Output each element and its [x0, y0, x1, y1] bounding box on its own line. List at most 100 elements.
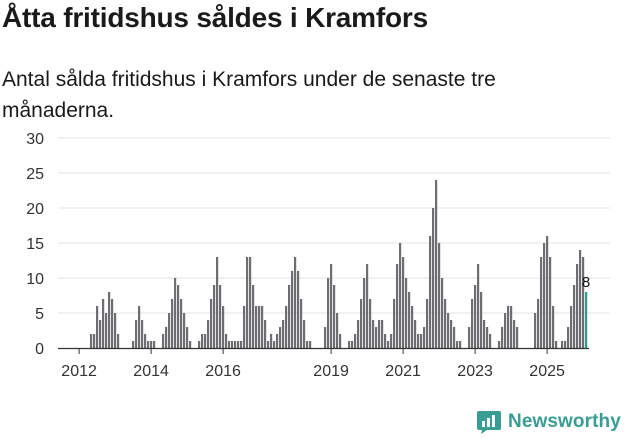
bar [513, 320, 516, 348]
bar [429, 236, 432, 348]
bar [93, 334, 96, 348]
bar [279, 327, 282, 348]
bar [234, 341, 237, 348]
bar [147, 341, 150, 348]
bar [375, 327, 378, 348]
bars [90, 180, 588, 348]
bar [489, 334, 492, 348]
bar [507, 306, 510, 348]
bar [186, 327, 189, 348]
bar [348, 341, 351, 348]
bar [90, 334, 93, 348]
bar [468, 327, 471, 348]
bar [102, 299, 105, 348]
bar [105, 313, 108, 348]
bar [153, 341, 156, 348]
bar [579, 250, 582, 348]
bar [117, 334, 120, 348]
bar [393, 299, 396, 348]
bar [294, 257, 297, 348]
y-tick-label: 10 [26, 271, 44, 288]
bar [576, 264, 579, 348]
y-tick-label: 30 [26, 131, 44, 148]
bar [486, 327, 489, 348]
y-axis-tick-labels: 0 5 10 15 20 25 30 [26, 131, 44, 358]
bar [297, 271, 300, 348]
bar [291, 271, 294, 348]
bar [180, 299, 183, 348]
bar [300, 299, 303, 348]
bar [411, 306, 414, 348]
gridlines [58, 137, 610, 314]
bar [498, 341, 501, 348]
bar [249, 257, 252, 348]
bar [447, 313, 450, 348]
bar [225, 334, 228, 348]
bar [306, 341, 309, 348]
y-tick-label: 20 [26, 201, 44, 218]
bar [537, 299, 540, 348]
brand-name: Newsworthy [508, 411, 621, 432]
bar [273, 341, 276, 348]
bar [240, 341, 243, 348]
bar [384, 334, 387, 348]
y-tick-label: 5 [35, 306, 44, 323]
x-tick-label: 2025 [529, 363, 565, 380]
bar [426, 299, 429, 348]
chart-subtitle: Antal sålda fritidshus i Kramfors under … [2, 68, 496, 122]
bar [471, 299, 474, 348]
bar [201, 334, 204, 348]
x-tick-label: 2023 [457, 363, 493, 380]
bar [207, 320, 210, 348]
bar [396, 264, 399, 348]
bar [183, 313, 186, 348]
bar-latest [585, 292, 588, 348]
bar [282, 320, 285, 348]
bar [483, 320, 486, 348]
bar [168, 313, 171, 348]
bar [264, 320, 267, 348]
x-tick-label: 2019 [313, 363, 349, 380]
bar [138, 306, 141, 348]
bar [237, 341, 240, 348]
bar [135, 320, 138, 348]
bar [255, 306, 258, 348]
bar [573, 285, 576, 348]
bar [252, 285, 255, 348]
bar [174, 278, 177, 348]
bar [516, 327, 519, 348]
bar [210, 299, 213, 348]
bar [246, 257, 249, 348]
newsworthy-logo[interactable]: Newsworthy [476, 409, 621, 435]
bar [417, 334, 420, 348]
bar [108, 292, 111, 348]
bar [198, 341, 201, 348]
bar [549, 257, 552, 348]
bar [387, 341, 390, 348]
bar [258, 306, 261, 348]
bar [285, 306, 288, 348]
bar [432, 208, 435, 348]
bar [303, 320, 306, 348]
bar [360, 299, 363, 348]
bar [222, 306, 225, 348]
bar [363, 278, 366, 348]
bar [420, 334, 423, 348]
bar [456, 341, 459, 348]
bar [309, 341, 312, 348]
bar [162, 334, 165, 348]
bar [366, 264, 369, 348]
bar [555, 341, 558, 348]
bar [270, 334, 273, 348]
bar [132, 341, 135, 348]
bar [561, 341, 564, 348]
bar [327, 278, 330, 348]
bar [351, 341, 354, 348]
x-axis-tick-labels: 2012 2014 2016 2019 2021 2023 2025 [61, 363, 565, 380]
bar [501, 327, 504, 348]
bar [372, 320, 375, 348]
bar [552, 306, 555, 348]
bar [543, 243, 546, 348]
bar [378, 320, 381, 348]
y-tick-label: 15 [26, 236, 44, 253]
